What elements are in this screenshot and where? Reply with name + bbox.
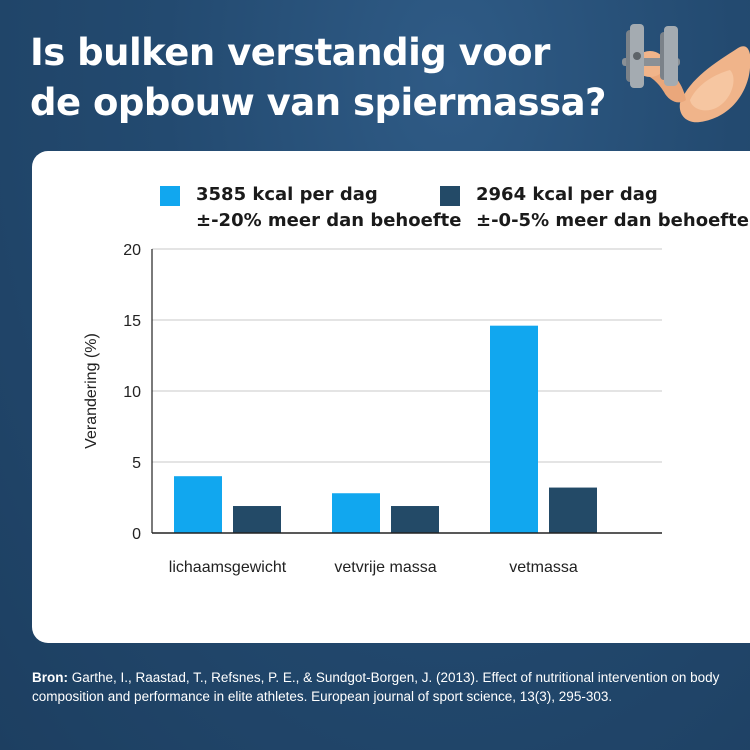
- x-category-label: vetvrije massa: [334, 559, 436, 576]
- y-tick-label: 15: [123, 313, 141, 330]
- source-citation: Bron: Garthe, I., Raastad, T., Refsnes, …: [32, 668, 732, 706]
- bar: [233, 506, 281, 533]
- bar: [549, 487, 597, 533]
- legend-swatch-low-kcal: [440, 186, 460, 206]
- page-title: Is bulken verstandig voor de opbouw van …: [30, 28, 620, 128]
- bar: [490, 325, 538, 533]
- legend-swatch-high-kcal: [160, 186, 180, 206]
- title-line-1: Is bulken verstandig voor: [30, 31, 550, 74]
- y-tick-label: 10: [123, 384, 141, 401]
- source-label: Bron:: [32, 670, 68, 685]
- legend-label-high-kcal: 3585 kcal per dag: [196, 184, 378, 205]
- y-tick-label: 0: [132, 526, 141, 543]
- bar: [332, 493, 380, 533]
- y-axis-title: Verandering (%): [83, 333, 100, 449]
- source-text: Garthe, I., Raastad, T., Refsnes, P. E.,…: [32, 670, 720, 704]
- y-tick-label: 20: [123, 242, 141, 259]
- x-category-label: vetmassa: [509, 559, 578, 576]
- legend-sublabel-low-kcal: ±-0-5% meer dan behoefte: [476, 210, 749, 231]
- y-tick-label: 5: [132, 455, 141, 472]
- x-category-label: lichaamsgewicht: [169, 559, 287, 576]
- bar: [174, 476, 222, 533]
- legend-sublabel-high-kcal: ±-20% meer dan behoefte: [196, 210, 462, 231]
- title-line-2: de opbouw van spiermassa?: [30, 81, 607, 124]
- legend-label-low-kcal: 2964 kcal per dag: [476, 184, 658, 205]
- flexed-arm-dumbbell-icon: [622, 24, 750, 123]
- bar: [391, 506, 439, 533]
